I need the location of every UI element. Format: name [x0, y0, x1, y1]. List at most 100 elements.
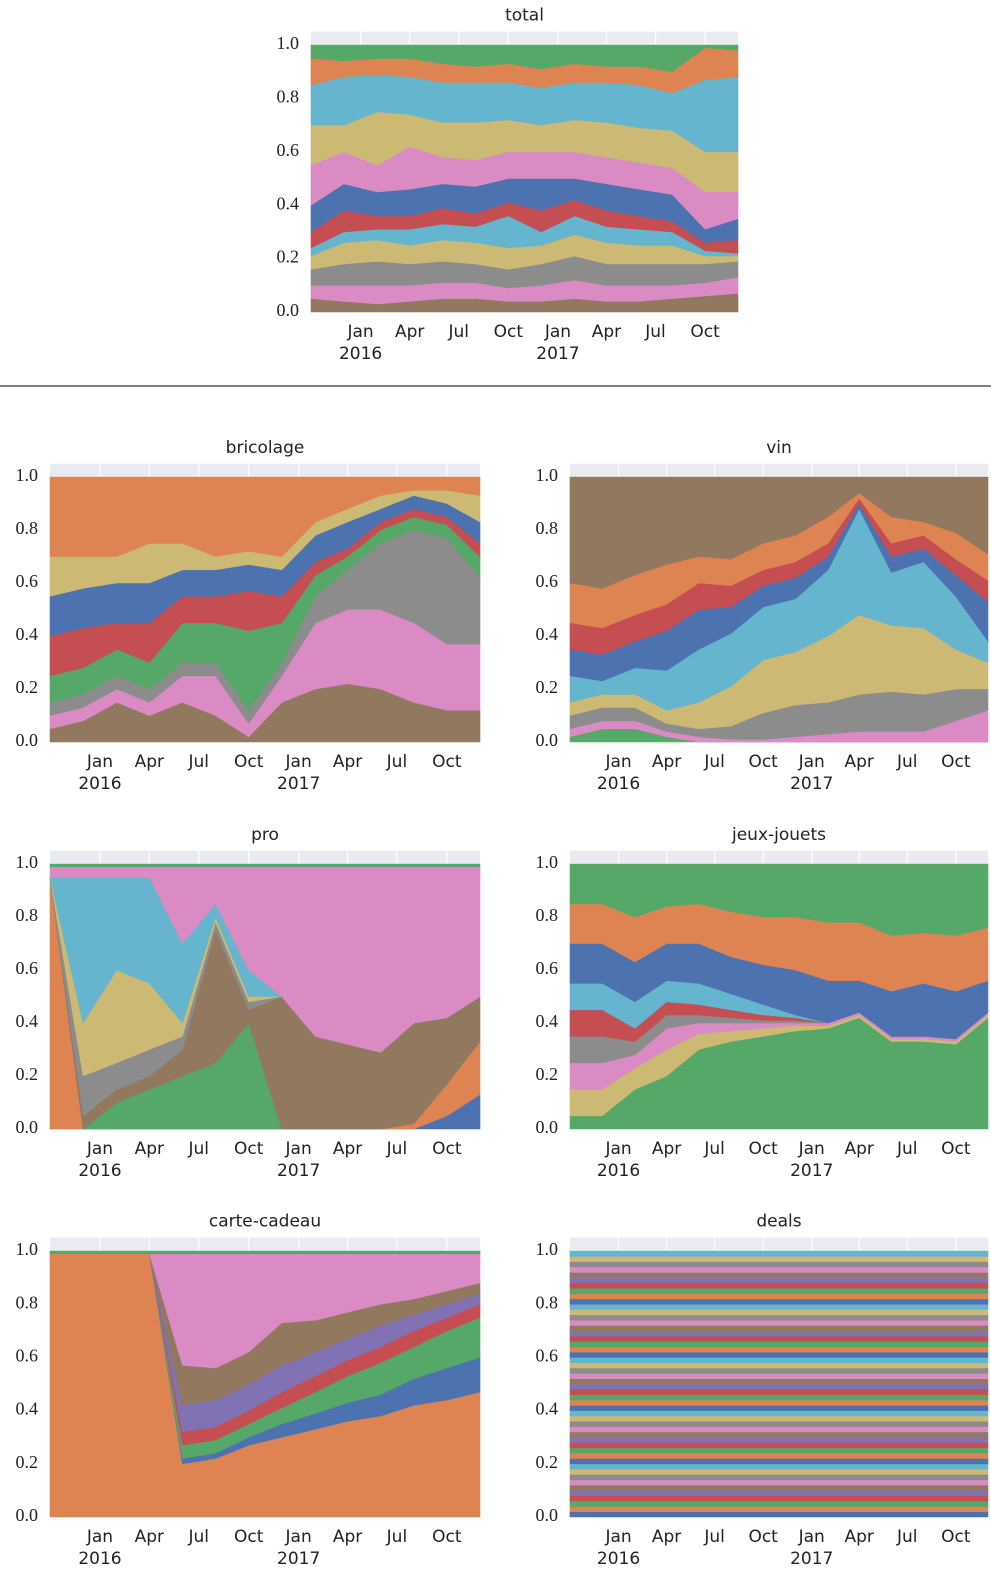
stacked-area [569, 1256, 989, 1262]
stacked-area [569, 1314, 989, 1321]
y-tick-label: 0.8 [536, 518, 559, 538]
y-tick-label: 0.4 [536, 1399, 559, 1419]
x-tick-year: 2016 [78, 1549, 121, 1569]
stacked-area [569, 1373, 989, 1379]
stacked-area [569, 1389, 989, 1395]
x-tick-year: 2017 [277, 1549, 320, 1569]
stacked-area [569, 1309, 989, 1316]
x-tick-label: Jul [386, 1139, 408, 1159]
chart-title: bricolage [226, 438, 305, 458]
x-tick-label: Oct [432, 1139, 462, 1159]
x-tick-year: 2017 [790, 774, 833, 794]
x-tick-label: Jul [896, 752, 918, 772]
stacked-area [569, 1405, 989, 1411]
x-tick-year: 2016 [78, 1161, 121, 1181]
y-tick-label: 0.2 [277, 247, 300, 267]
x-tick-year: 2016 [597, 1549, 640, 1569]
y-tick-label: 0.0 [16, 1505, 39, 1525]
y-tick-label: 0.2 [16, 1452, 39, 1472]
chart-title: pro [251, 825, 279, 845]
stacked-area [569, 1335, 989, 1342]
y-tick-label: 0.6 [16, 958, 39, 978]
stacked-area [49, 863, 481, 867]
x-tick-label: Apr [652, 1139, 681, 1159]
stacked-area [569, 1261, 989, 1268]
stacked-area [569, 1500, 989, 1507]
x-tick-year: 2016 [597, 1161, 640, 1181]
stacked-area [569, 1266, 989, 1273]
stacked-area [49, 1250, 481, 1254]
stacked-area [569, 1357, 989, 1363]
stacked-area [569, 476, 989, 589]
stacked-area [569, 1479, 989, 1486]
y-tick-label: 0.0 [536, 1117, 559, 1137]
y-tick-label: 0.8 [536, 905, 559, 925]
stacked-area [569, 1436, 989, 1443]
x-tick-label: Jan [285, 752, 312, 772]
stacked-area [569, 1319, 989, 1326]
x-tick-label: Jan [604, 1527, 631, 1547]
y-tick-label: 0.0 [536, 1505, 559, 1525]
x-tick-label: Jan [798, 752, 825, 772]
stacked-area [569, 1362, 989, 1369]
x-tick-label: Apr [845, 1527, 874, 1547]
x-tick-label: Jan [604, 1139, 631, 1159]
stacked-area [569, 1511, 989, 1518]
stacked-area [569, 1484, 989, 1491]
x-tick-label: Jul [188, 1139, 210, 1159]
stacked-area [569, 1420, 989, 1427]
x-tick-label: Oct [748, 752, 778, 772]
y-tick-label: 1.0 [536, 465, 559, 485]
x-tick-year: 2017 [277, 1161, 320, 1181]
x-tick-label: Apr [845, 1139, 874, 1159]
x-tick-label: Oct [234, 752, 264, 772]
x-tick-label: Apr [135, 1139, 164, 1159]
x-tick-label: Jul [188, 1527, 210, 1547]
y-tick-label: 1.0 [16, 465, 39, 485]
y-tick-label: 1.0 [16, 1239, 39, 1259]
stacked-area [569, 1506, 989, 1512]
y-tick-label: 0.2 [16, 677, 39, 697]
y-tick-label: 0.4 [16, 1011, 39, 1031]
x-tick-label: Jan [285, 1139, 312, 1159]
x-tick-label: Oct [494, 322, 524, 342]
x-tick-label: Oct [690, 322, 720, 342]
y-tick-label: 0.8 [277, 87, 300, 107]
x-tick-label: Apr [592, 322, 621, 342]
y-tick-label: 0.4 [277, 193, 300, 213]
stacked-area [569, 1303, 989, 1310]
y-tick-label: 0.6 [16, 1346, 39, 1366]
x-tick-label: Apr [333, 752, 362, 772]
x-tick-label: Jul [703, 752, 725, 772]
stacked-area [569, 1474, 989, 1481]
x-tick-label: Apr [135, 1527, 164, 1547]
chart-title: deals [756, 1212, 801, 1232]
x-tick-label: Oct [234, 1139, 264, 1159]
stacked-area [569, 863, 989, 936]
stacked-area [569, 1410, 989, 1417]
x-tick-label: Oct [941, 752, 971, 772]
stacked-area [569, 1341, 989, 1348]
y-tick-label: 0.2 [16, 1064, 39, 1084]
x-tick-label: Apr [135, 752, 164, 772]
y-tick-label: 0.8 [16, 518, 39, 538]
y-tick-label: 0.8 [16, 1292, 39, 1312]
y-tick-label: 0.0 [16, 1117, 39, 1137]
stacked-area [569, 1346, 989, 1353]
stacked-area [569, 1272, 989, 1278]
y-tick-label: 0.8 [16, 905, 39, 925]
x-tick-year: 2017 [277, 774, 320, 794]
stacked-area [569, 1452, 989, 1459]
stacked-area [569, 1277, 989, 1284]
y-tick-label: 0.2 [536, 1064, 559, 1084]
x-tick-label: Jan [86, 752, 113, 772]
x-tick-label: Jul [386, 1527, 408, 1547]
stacked-area [569, 1399, 989, 1406]
x-tick-label: Jan [346, 322, 373, 342]
y-tick-label: 0.0 [277, 300, 300, 320]
stacked-area [569, 1330, 989, 1337]
y-tick-label: 0.6 [277, 140, 300, 160]
stacked-area [569, 1298, 989, 1305]
stacked-area [569, 1431, 989, 1438]
